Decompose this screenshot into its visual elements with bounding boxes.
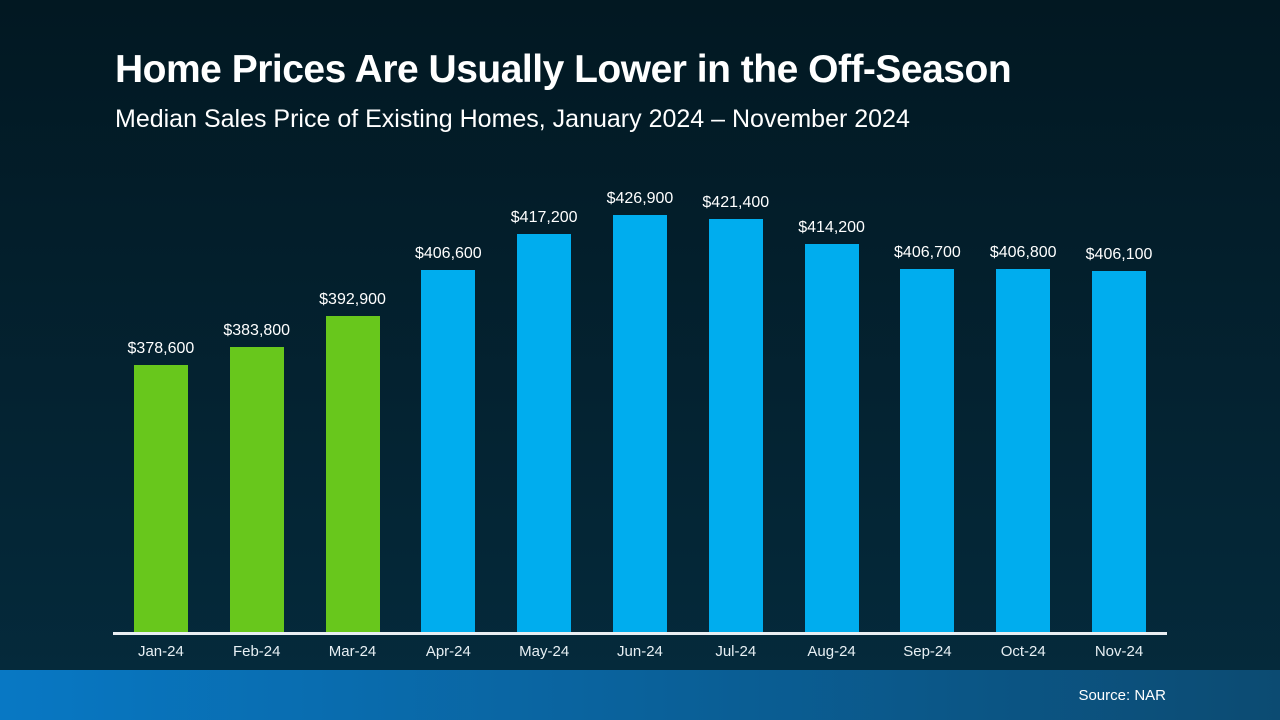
x-axis-tick-label: Aug-24 [807, 643, 856, 660]
x-axis-tick-label: Oct-24 [1000, 643, 1046, 660]
bar-column: $406,700 [880, 190, 976, 632]
bar-value-label: $421,400 [702, 194, 770, 211]
chart-subtitle: Median Sales Price of Existing Homes, Ja… [115, 105, 910, 133]
bar-value-label: $406,800 [989, 244, 1057, 261]
bar [900, 269, 955, 632]
bar [708, 219, 763, 632]
bar-column: $421,400 [688, 190, 784, 632]
bar [804, 244, 859, 632]
bar-column: $426,900 [592, 190, 688, 632]
bar [229, 347, 284, 632]
bar [612, 215, 667, 632]
bar-column: $406,600 [400, 190, 496, 632]
bar-value-label: $417,200 [510, 209, 578, 226]
bar [517, 234, 572, 632]
bar [421, 270, 476, 632]
x-axis-tick-label: Sep-24 [903, 643, 952, 660]
bar-column: $414,200 [784, 190, 880, 632]
bar-column: $383,800 [209, 190, 305, 632]
bar-value-label: $414,200 [798, 219, 865, 236]
chart-title: Home Prices Are Usually Lower in the Off… [115, 48, 1012, 91]
footer-bar: Source: NAR [0, 670, 1280, 720]
bar [133, 365, 188, 632]
bar-value-label: $406,600 [414, 245, 482, 262]
source-attribution: Source: NAR [1078, 686, 1166, 704]
bar-column: $378,600 [113, 190, 209, 632]
bar-value-label: $383,800 [223, 322, 291, 339]
x-axis-tick-label: May-24 [519, 643, 570, 660]
bar [1092, 271, 1147, 632]
x-axis-labels: Jan-24 Feb-24 Mar-24 Apr-24 May-24 Jun-24 Jul-… [113, 643, 1167, 660]
x-axis-tick-label: Feb-24 [232, 643, 281, 660]
bar-chart: $378,600 $383,800 $392,900 $406,600 $417,200… [113, 190, 1167, 635]
x-axis-tick-label: Jun-24 [617, 643, 663, 660]
x-axis-tick-label: Nov-24 [1094, 643, 1144, 660]
bar-value-label: $406,700 [894, 244, 961, 261]
x-axis-tick-label: Jul-24 [715, 643, 757, 660]
bar-column: $406,100 [1071, 190, 1167, 632]
bar-column: $392,900 [305, 190, 401, 632]
bar-value-label: $392,900 [319, 291, 386, 308]
bar-column: $406,800 [975, 190, 1071, 632]
x-axis-tick-label: Jan-24 [137, 643, 184, 660]
x-axis-tick-label: Apr-24 [425, 643, 471, 660]
bar-value-label: $406,100 [1085, 246, 1153, 263]
x-axis-tick-label: Mar-24 [328, 643, 377, 660]
bar-column: $417,200 [496, 190, 592, 632]
bar-value-label: $378,600 [127, 340, 195, 357]
bar [996, 269, 1051, 632]
bar [325, 316, 380, 632]
bar-value-label: $426,900 [606, 190, 674, 207]
